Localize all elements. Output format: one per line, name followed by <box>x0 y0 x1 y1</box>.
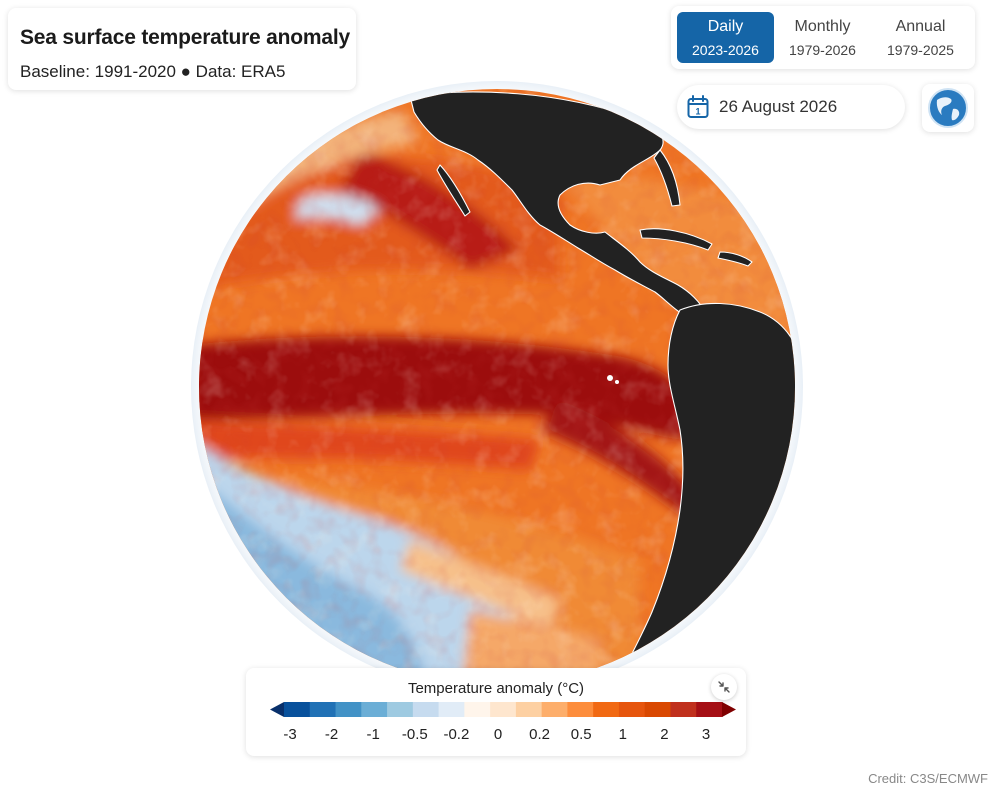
legend-swatch <box>696 702 723 717</box>
credit-text: Credit: C3S/ECMWF <box>868 771 988 786</box>
time-resolution-selector: Daily 2023-2026 Monthly 1979-2026 Annual… <box>671 6 975 69</box>
ocean-anomaly-field <box>199 89 795 685</box>
legend-colorbar: -3 -2 -1 -0.5 -0.2 0 0.2 0.5 1 2 3 <box>270 702 736 743</box>
mode-annual-range: 1979-2025 <box>887 42 954 58</box>
mode-daily-label: Daily <box>707 18 744 35</box>
legend-swatch <box>567 702 594 717</box>
legend-tick-label: 0.2 <box>529 726 550 743</box>
legend-tick-label: -0.2 <box>443 726 469 743</box>
legend-swatch <box>722 702 736 717</box>
legend-tick-label: -2 <box>325 726 338 743</box>
legend-swatch <box>515 702 543 717</box>
legend-swatch <box>270 702 284 717</box>
mode-annual-button[interactable]: Annual 1979-2025 <box>872 12 969 63</box>
legend-swatch <box>361 702 388 717</box>
legend-swatch <box>541 702 569 717</box>
legend-tick-label: -3 <box>283 726 296 743</box>
legend-title: Temperature anomaly (°C) <box>407 680 585 697</box>
legend-swatch <box>670 702 697 717</box>
collapse-legend-button[interactable] <box>711 674 737 700</box>
globe-icon <box>928 88 968 128</box>
legend-swatch <box>438 702 465 717</box>
legend-tick-label: -1 <box>367 726 380 743</box>
svg-text:1: 1 <box>695 107 700 117</box>
title-card: Sea surface temperature anomaly Baseline… <box>8 8 356 90</box>
mode-monthly-label: Monthly <box>794 18 851 35</box>
legend-swatch <box>335 702 362 717</box>
calendar-icon: 1 <box>687 95 709 118</box>
legend-tick-label: 2 <box>660 726 668 743</box>
legend-swatch <box>618 702 646 717</box>
mode-annual-label: Annual <box>895 18 946 35</box>
legend-swatch <box>644 702 672 717</box>
legend-swatch <box>284 702 311 717</box>
legend-swatch <box>387 702 414 717</box>
legend-tick-label: 0 <box>494 726 502 743</box>
date-picker[interactable]: 1 26 August 2026 <box>677 85 905 129</box>
legend-swatch <box>593 702 620 717</box>
date-value: 26 August 2026 <box>719 97 838 116</box>
legend-tick-label: -0.5 <box>402 726 428 743</box>
land-masses <box>409 91 795 685</box>
legend-tick-label: 0.5 <box>571 726 592 743</box>
legend-tick-label: 3 <box>702 726 710 743</box>
collapse-arrows-icon <box>718 681 730 693</box>
view-toggle-button[interactable] <box>922 84 974 132</box>
color-legend: Temperature anomaly (°C) -3 -2 -1 -0.5 -0.2 0… <box>246 668 746 756</box>
legend-swatch <box>464 702 491 717</box>
mode-daily-button[interactable]: Daily 2023-2026 <box>677 12 774 63</box>
page-subtitle: Baseline: 1991-2020 ● Data: ERA5 <box>20 62 286 81</box>
mode-monthly-range: 1979-2026 <box>789 42 856 58</box>
mode-monthly-button[interactable]: Monthly 1979-2026 <box>774 12 871 63</box>
legend-tick-label: 1 <box>619 726 627 743</box>
mode-daily-range: 2023-2026 <box>692 42 759 58</box>
legend-swatch <box>309 702 337 717</box>
legend-swatch <box>490 702 517 717</box>
legend-swatch <box>412 702 440 717</box>
page-title: Sea surface temperature anomaly <box>20 26 350 49</box>
